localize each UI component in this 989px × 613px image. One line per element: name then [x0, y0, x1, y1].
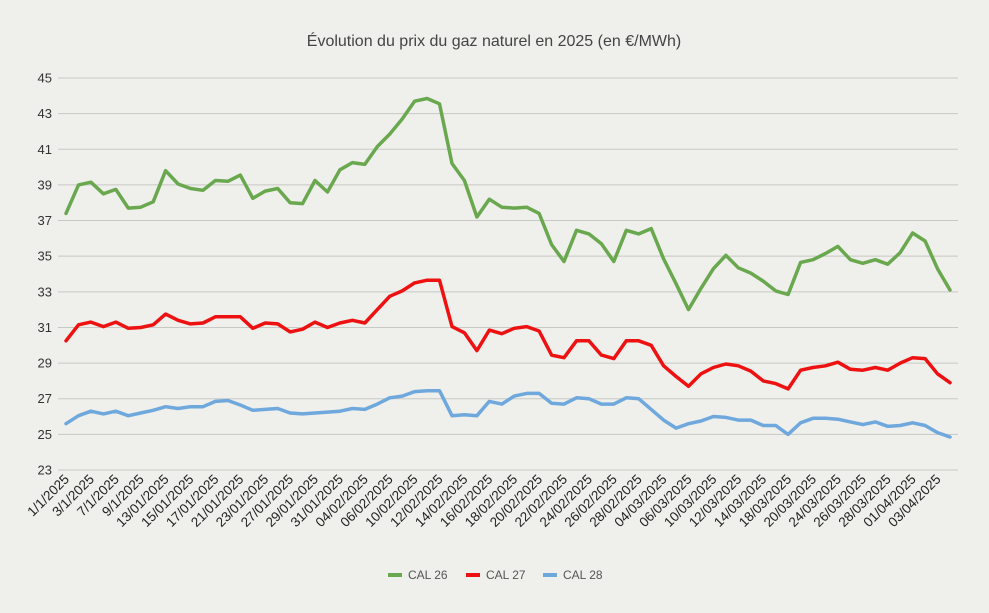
y-tick-label: 45 — [38, 71, 52, 86]
y-tick-label: 43 — [38, 106, 52, 121]
y-tick-label: 31 — [38, 320, 52, 335]
legend-label: CAL 26 — [408, 568, 448, 582]
legend-label: CAL 28 — [563, 568, 603, 582]
y-tick-label: 39 — [38, 177, 52, 192]
y-tick-label: 35 — [38, 249, 52, 264]
series-line-cal-28 — [64, 388, 952, 439]
y-tick-label: 33 — [38, 284, 52, 299]
y-tick-label: 27 — [38, 391, 52, 406]
series-line-cal-26 — [64, 96, 952, 312]
series-lines — [64, 96, 952, 439]
y-axis-tick-labels: 23 25 27 29 31 33 35 37 39 41 43 45 — [38, 71, 52, 478]
y-tick-label: 37 — [38, 213, 52, 228]
gridlines — [58, 77, 958, 471]
legend-label: CAL 27 — [486, 568, 526, 582]
y-tick-label: 29 — [38, 356, 52, 371]
series-line-cal-27 — [64, 278, 952, 391]
chart-title: Évolution du prix du gaz naturel en 2025… — [307, 31, 681, 50]
y-tick-label: 23 — [38, 463, 52, 478]
y-tick-label: 41 — [38, 142, 52, 157]
y-tick-label: 25 — [38, 427, 52, 442]
legend: CAL 26 CAL 27 CAL 28 — [388, 568, 603, 582]
x-axis-tick-labels: 1/1/20253/1/20257/1/20259/1/202513/01/20… — [24, 472, 943, 530]
